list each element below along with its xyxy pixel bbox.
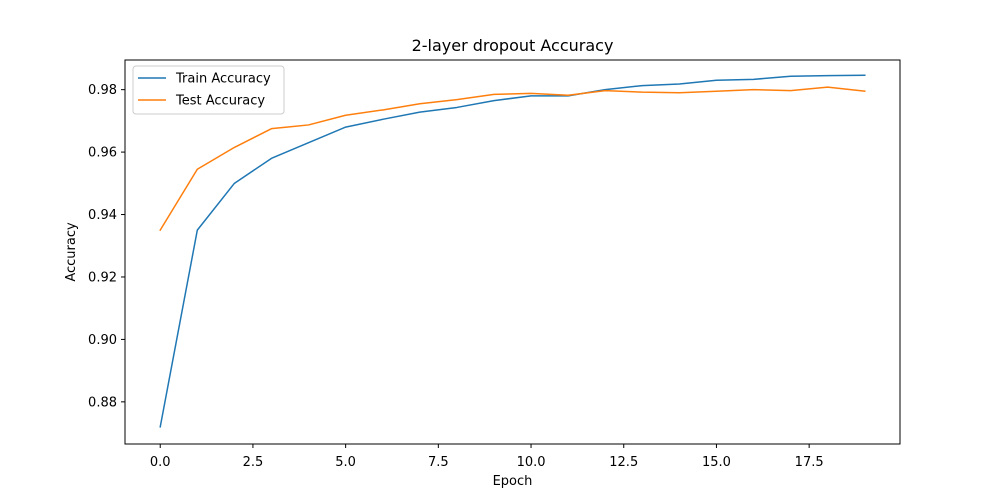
chart-title: 2-layer dropout Accuracy [412,36,614,55]
y-tick-label: 0.98 [88,83,117,98]
x-tick-label: 2.5 [243,455,264,470]
x-tick-label: 10.0 [517,455,546,470]
y-tick-label: 0.94 [88,208,117,223]
series-layer [159,74,866,428]
x-axis-title: Epoch [493,474,533,489]
y-tick-label: 0.92 [88,270,117,285]
x-tick-label: 0.0 [150,455,171,470]
x-tick-label: 15.0 [702,455,731,470]
legend: Train Accuracy Test Accuracy [132,65,285,115]
x-tick-label: 12.5 [609,455,638,470]
legend-box [132,65,285,115]
series-line-test [159,86,866,232]
x-axis: 0.0 2.5 5.0 7.5 10.0 12.5 15.0 17.5 [150,444,824,470]
legend-label: Test Accuracy [175,94,265,109]
plot-area [124,59,901,445]
x-tick-label: 5.0 [335,455,356,470]
y-tick-label: 0.88 [88,395,117,410]
x-tick-label: 7.5 [428,455,449,470]
legend-label: Train Accuracy [175,72,271,87]
y-axis: 0.88 0.90 0.92 0.94 0.96 0.98 [88,83,125,410]
y-tick-label: 0.90 [88,333,117,348]
y-axis-title: Accuracy [64,222,79,282]
series-line-train [159,74,866,428]
x-tick-label: 17.5 [795,455,824,470]
y-tick-label: 0.96 [88,146,117,161]
